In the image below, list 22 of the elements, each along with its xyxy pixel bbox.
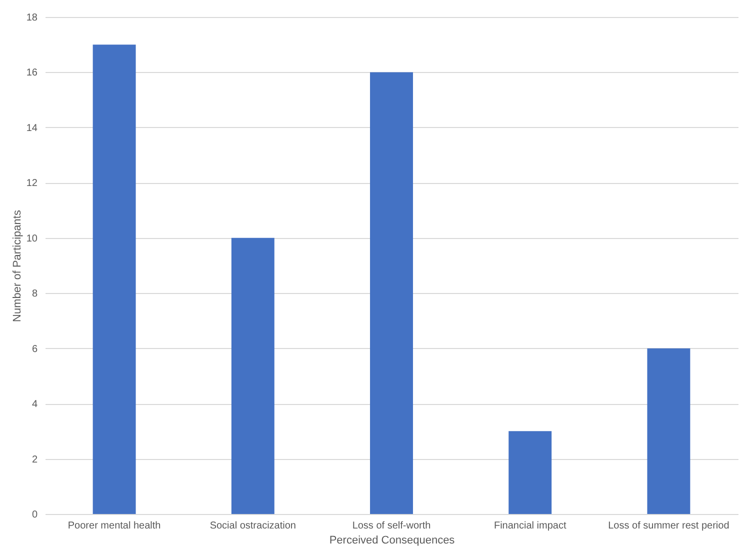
y-tick-label: 0 (32, 510, 38, 520)
y-tick-label: 18 (26, 12, 38, 24)
bar (370, 72, 413, 514)
y-tick-label: 12 (26, 178, 38, 190)
y-axis-title: Number of Participants (11, 210, 24, 322)
y-tick-label: 10 (26, 233, 38, 244)
bar (92, 44, 136, 514)
x-tick-label: Social ostracization (210, 520, 296, 532)
y-tick-label: 8 (32, 288, 38, 300)
x-tick-label: Loss of self-worth (352, 520, 431, 532)
y-tick-label: 4 (32, 399, 38, 410)
y-tick-label: 2 (32, 454, 38, 466)
bar (231, 238, 274, 514)
x-axis-title: Perceived Consequences (329, 534, 456, 546)
x-tick-label: Loss of summer rest period (608, 520, 730, 532)
y-tick-label: 16 (26, 68, 38, 79)
bar (647, 348, 690, 514)
y-tick-label: 6 (32, 344, 38, 355)
x-tick-label: Poorer mental health (68, 520, 161, 532)
bar (508, 431, 552, 514)
x-tick-label: Financial impact (494, 520, 566, 532)
y-tick-label: 14 (26, 122, 38, 134)
